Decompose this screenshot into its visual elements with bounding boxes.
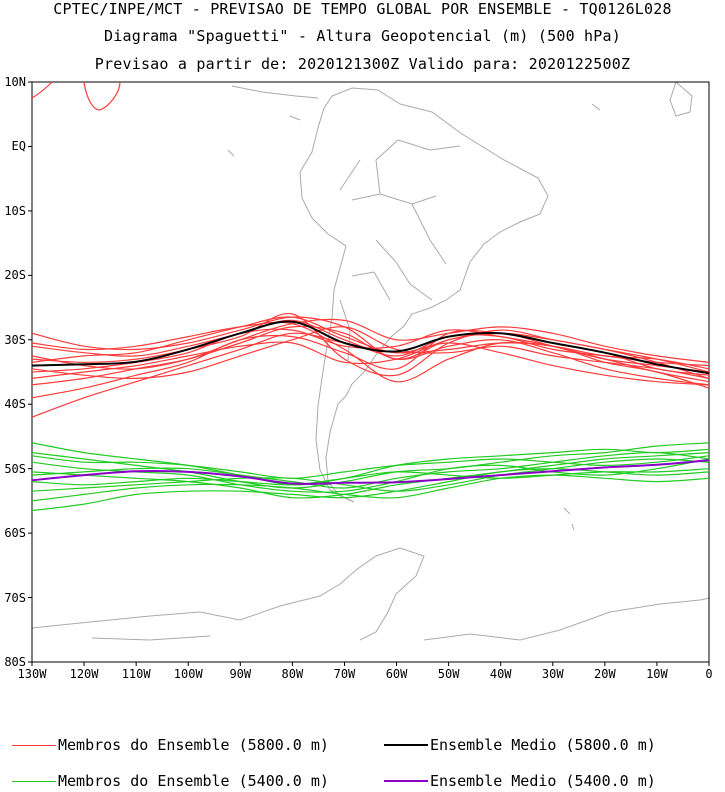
y-tick-label-9: 80S xyxy=(4,655,26,669)
legend-member-5400: Membros do Ensemble (5400.0 m) xyxy=(12,772,329,790)
x-tick-label-3: 100W xyxy=(173,667,203,681)
legend-swatch-member-5800 xyxy=(12,744,56,746)
series-line-member_5400-12 xyxy=(31,442,710,486)
y-tick-label-8: 70S xyxy=(4,590,26,605)
series-line-member_5400-18 xyxy=(31,474,710,502)
x-tick-label-2: 110W xyxy=(121,667,151,681)
legend-swatch-member-5400 xyxy=(12,780,56,782)
y-tick-label-6: 50S xyxy=(4,461,26,476)
legend-member-5800: Membros do Ensemble (5800.0 m) xyxy=(12,736,329,754)
y-tick-label-4: 30S xyxy=(4,332,26,347)
legend-label-member-5400: Membros do Ensemble (5400.0 m) xyxy=(58,772,329,790)
series-line-mean_5800-22 xyxy=(31,320,710,375)
series-line-member_5800-1 xyxy=(31,319,710,367)
series-line-member_5400-14 xyxy=(31,458,710,493)
series-line-member_5800-7 xyxy=(31,318,710,370)
x-tick-label-9: 40W xyxy=(489,667,512,681)
series-line-member_5800-10 xyxy=(31,332,710,379)
series-line-member_5800-8 xyxy=(31,326,710,380)
series-line-member_5400-19 xyxy=(31,468,710,512)
legend-label-member-5800: Membros do Ensemble (5800.0 m) xyxy=(58,736,329,754)
central-america xyxy=(227,85,319,157)
series-line-member_5800-11 xyxy=(31,316,710,386)
x-tick-label-5: 80W xyxy=(281,667,304,681)
series-layer xyxy=(31,313,710,512)
axis-ticks xyxy=(28,81,710,666)
country-borders xyxy=(339,139,461,361)
legend-swatch-mean-5400 xyxy=(384,780,428,782)
series-line-member_5400-13 xyxy=(31,442,710,489)
legend-label-mean-5400: Ensemble Medio (5400.0 m) xyxy=(430,772,656,790)
extra-contours xyxy=(31,81,121,111)
y-tick-label-5: 40S xyxy=(4,397,26,412)
legend-swatch-mean-5800 xyxy=(384,744,428,746)
x-tick-label-6: 70W xyxy=(333,667,356,681)
y-tick-label-3: 20S xyxy=(4,268,26,283)
series-line-member_5800-5 xyxy=(31,329,710,399)
series-line-mean_5400-23 xyxy=(31,459,710,485)
series-line-member_5800-9 xyxy=(31,321,710,383)
series-line-member_5400-20 xyxy=(31,455,710,479)
x-tick-label-10: 30W xyxy=(541,667,564,681)
contour-fragment-nw-1 xyxy=(31,81,53,99)
x-tick-label-7: 60W xyxy=(385,667,408,681)
series-line-member_5400-15 xyxy=(31,452,710,499)
title-line-1: CPTEC/INPE/MCT - PREVISAO DE TEMPO GLOBA… xyxy=(53,0,672,18)
y-tick-label-1: EQ xyxy=(11,139,26,154)
y-tick-label-2: 10S xyxy=(4,203,26,218)
x-tick-label-0: 130W xyxy=(17,667,47,681)
title-line-3: Previsao a partir de: 2020121300Z Valido… xyxy=(94,55,631,73)
contour-fragment-nw-2 xyxy=(83,81,121,111)
islands xyxy=(563,81,693,531)
legend-mean-5800: Ensemble Medio (5800.0 m) xyxy=(384,736,656,754)
legend-mean-5400: Ensemble Medio (5400.0 m) xyxy=(384,772,656,790)
antarctica-coast xyxy=(31,547,711,641)
y-tick-label-7: 60S xyxy=(4,526,26,541)
legend-label-mean-5800: Ensemble Medio (5800.0 m) xyxy=(430,736,656,754)
series-line-member_5400-21 xyxy=(31,451,710,489)
series-line-member_5400-17 xyxy=(31,458,710,492)
south-america-coastline xyxy=(299,87,549,503)
x-tick-label-11: 20W xyxy=(594,667,616,681)
x-tick-label-13: 0 xyxy=(705,667,713,681)
y-tick-label-0: 10N xyxy=(4,75,26,89)
x-tick-label-1: 120W xyxy=(69,667,99,681)
title-line-2: Diagrama "Spaguetti" - Altura Geopotenci… xyxy=(104,27,621,45)
x-tick-label-4: 90W xyxy=(229,667,252,681)
x-tick-label-12: 10W xyxy=(646,667,668,681)
x-tick-label-8: 50W xyxy=(437,667,460,681)
